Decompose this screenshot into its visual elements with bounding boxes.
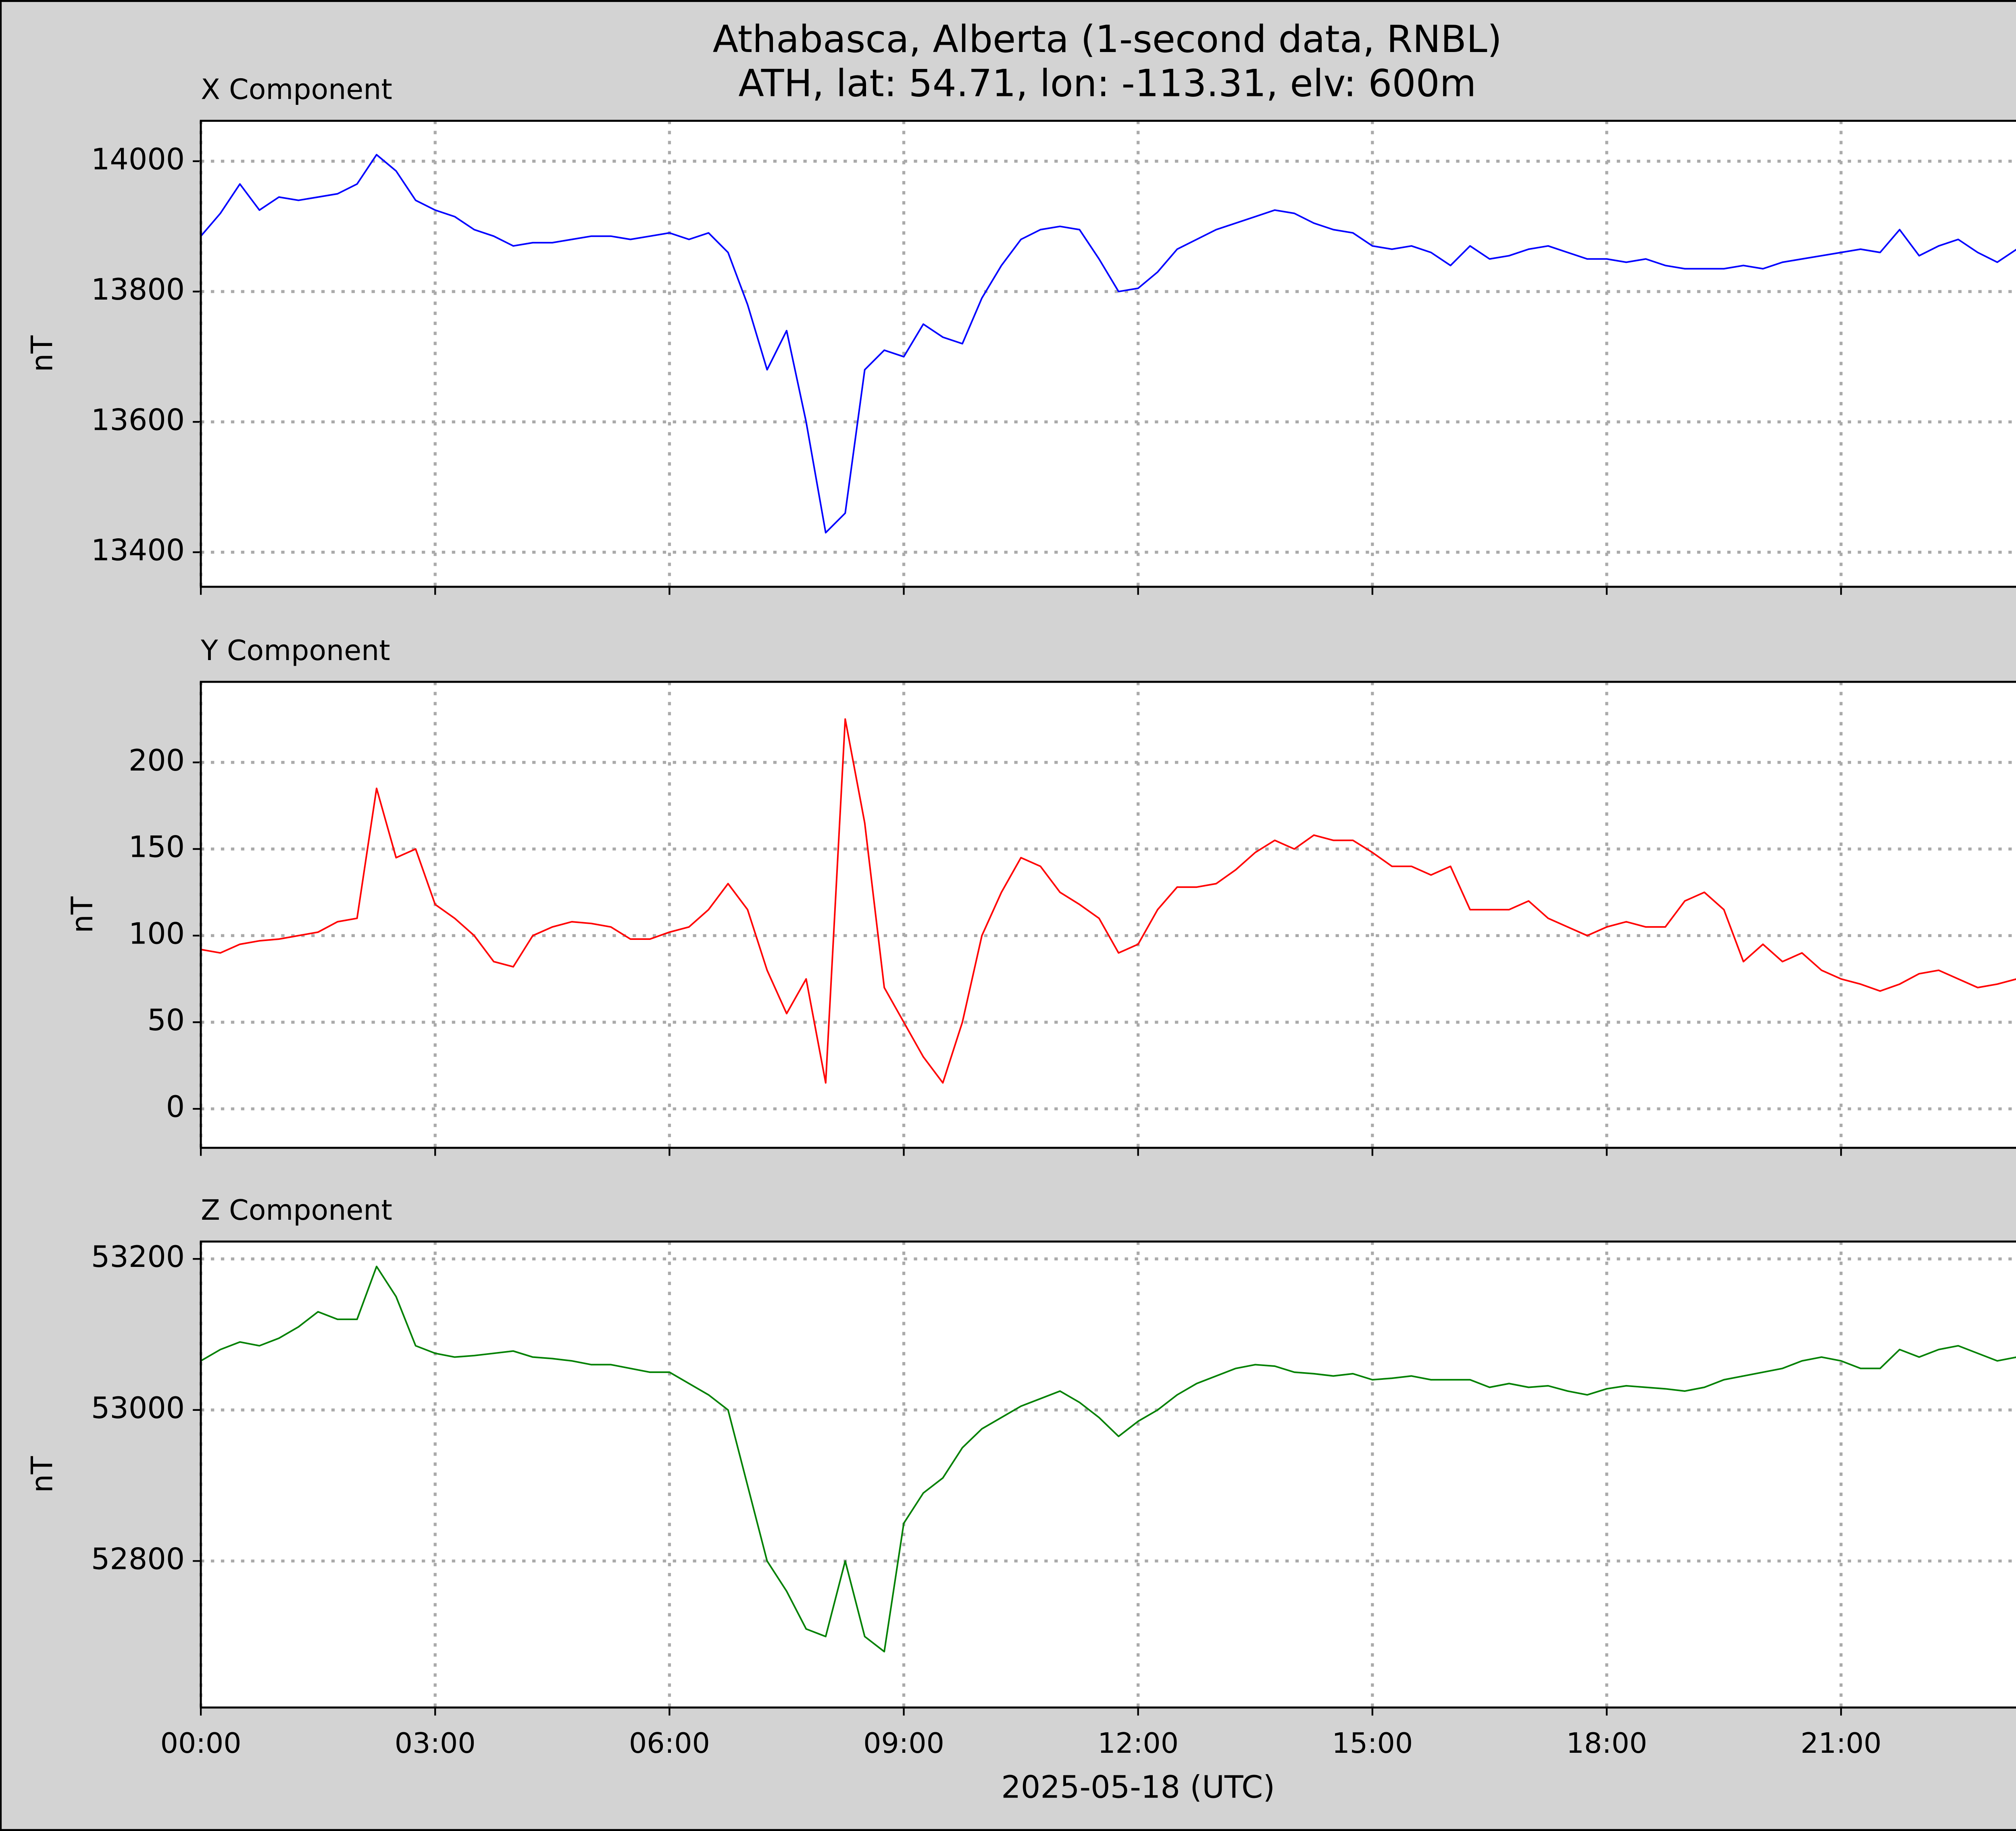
y-axis-label: nT bbox=[25, 335, 60, 372]
x-tick-label: 12:00 bbox=[1098, 1727, 1179, 1760]
y-tick-label: 53200 bbox=[91, 1240, 185, 1274]
figure-title: Athabasca, Alberta (1-second data, RNBL) bbox=[713, 17, 1502, 61]
y-tick-label: 0 bbox=[166, 1090, 185, 1124]
y-tick-label: 13600 bbox=[91, 403, 185, 437]
plot-frame bbox=[200, 681, 2016, 1149]
plot-background bbox=[201, 682, 2016, 1148]
data-line bbox=[200, 718, 2016, 1084]
y-tick-label: 200 bbox=[129, 744, 185, 778]
figure-subtitle: ATH, lat: 54.71, lon: -113.31, elv: 600m bbox=[738, 62, 1476, 105]
plot-background bbox=[201, 1241, 2016, 1708]
x-tick-label: 18:00 bbox=[1566, 1727, 1647, 1760]
x-axis-label: 2025-05-18 (UTC) bbox=[1001, 1769, 1275, 1805]
y-tick-label: 14000 bbox=[91, 142, 185, 177]
y-tick-label: 100 bbox=[129, 917, 185, 951]
x-tick-label: 09:00 bbox=[863, 1727, 944, 1760]
x-tick-label: 21:00 bbox=[1801, 1727, 1882, 1760]
panel-title: X Component bbox=[201, 73, 392, 106]
x-tick-label: 15:00 bbox=[1332, 1727, 1413, 1760]
data-line bbox=[200, 154, 2016, 534]
x-tick-label: 03:00 bbox=[395, 1727, 476, 1760]
plot-background bbox=[201, 121, 2016, 587]
y-tick-label: 13800 bbox=[91, 273, 185, 307]
y-axis-label: nT bbox=[25, 1456, 60, 1493]
y-tick-label: 50 bbox=[147, 1003, 185, 1037]
x-tick-label: 06:00 bbox=[629, 1727, 710, 1760]
panel-title: Y Component bbox=[200, 634, 390, 667]
y-tick-label: 150 bbox=[129, 830, 185, 864]
y-tick-label: 13400 bbox=[91, 533, 185, 568]
plot-frame bbox=[200, 120, 2016, 588]
data-line bbox=[200, 1265, 2016, 1653]
y-tick-label: 53000 bbox=[91, 1391, 185, 1425]
x-tick-label: 00:00 bbox=[160, 1727, 242, 1760]
y-tick-label: 52800 bbox=[91, 1542, 185, 1576]
panel-title: Z Component bbox=[201, 1194, 392, 1227]
plot-frame bbox=[200, 1240, 2016, 1709]
y-axis-label: nT bbox=[65, 896, 100, 933]
